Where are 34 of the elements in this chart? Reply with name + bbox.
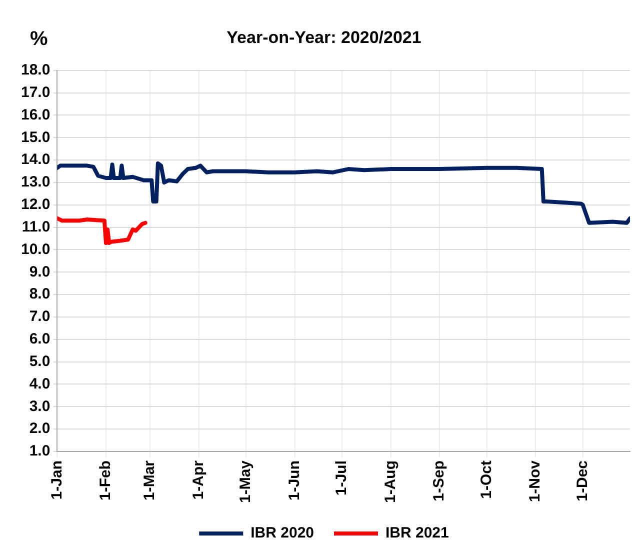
y-tick-label: 17.0 bbox=[20, 84, 50, 101]
chart-title: Year-on-Year: 2020/2021 bbox=[226, 28, 422, 47]
x-tick-label: 1-Oct bbox=[478, 460, 495, 499]
y-tick-label: 2.0 bbox=[29, 420, 50, 438]
x-tick-label: 1-Mar bbox=[141, 460, 158, 500]
x-tick-label: 1-Feb bbox=[97, 460, 114, 500]
x-tick-label: 1-May bbox=[237, 460, 254, 504]
x-tick-label: 1-Dec bbox=[574, 460, 591, 502]
y-tick-label: 8.0 bbox=[29, 286, 50, 303]
y-tick-label: 11.0 bbox=[22, 218, 50, 236]
y-tick-label: 13.0 bbox=[20, 174, 50, 191]
x-tick-label: 1-Apr bbox=[190, 460, 207, 500]
y-tick-label: 9.0 bbox=[29, 263, 50, 280]
y-tick-label: 1.0 bbox=[29, 442, 50, 460]
x-tick-label: 1-Jan bbox=[48, 460, 66, 500]
x-tick-label: 1-Aug bbox=[382, 460, 399, 503]
y-tick-label: 3.0 bbox=[29, 398, 50, 415]
legend-label: IBR 2020 bbox=[250, 524, 314, 542]
y-tick-label: 18.0 bbox=[20, 62, 50, 79]
y-tick-label: 5.0 bbox=[29, 352, 50, 370]
x-tick-label: 1-Jun bbox=[286, 460, 303, 500]
y-tick-label: 14.0 bbox=[20, 151, 50, 168]
y-tick-label: 12.0 bbox=[20, 196, 50, 214]
y-tick-label: 10.0 bbox=[20, 240, 50, 258]
x-tick-label: 1-Jul bbox=[333, 460, 350, 496]
y-axis-title: % bbox=[30, 28, 48, 51]
x-tick-label: 1-Sep bbox=[430, 460, 448, 502]
y-tick-label: 7.0 bbox=[29, 308, 50, 326]
y-tick-label: 15.0 bbox=[20, 128, 50, 146]
y-tick-label: 6.0 bbox=[29, 330, 50, 348]
legend-label: IBR 2021 bbox=[386, 524, 449, 542]
y-tick-label: 4.0 bbox=[29, 375, 50, 392]
y-tick-label: 16.0 bbox=[20, 106, 50, 124]
x-tick-label: 1-Nov bbox=[526, 460, 544, 502]
